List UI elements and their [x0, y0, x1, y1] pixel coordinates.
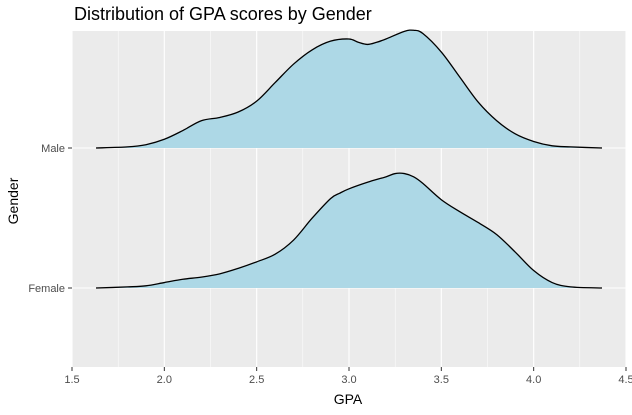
- ridge-line-male: [95, 29, 603, 149]
- plot-area: [71, 29, 627, 367]
- x-tick-label: 2.5: [249, 374, 264, 386]
- y-axis-title: Gender: [5, 177, 21, 224]
- y-axis: Female Male: [28, 143, 72, 295]
- ridge-line-female: [95, 172, 603, 289]
- x-tick-label: 1.5: [64, 374, 79, 386]
- x-tick-label: 2.0: [157, 374, 172, 386]
- y-tick-label-female: Female: [28, 283, 65, 295]
- x-tick-label: 3.0: [341, 374, 356, 386]
- ridge-fill-female: [96, 173, 602, 288]
- ridge-fill-male: [96, 30, 602, 149]
- x-tick-label: 4.0: [526, 374, 541, 386]
- chart-title: Distribution of GPA scores by Gender: [74, 4, 372, 24]
- x-axis: 1.5 2.0 2.5 3.0 3.5 4.0 4.5: [64, 367, 632, 386]
- x-tick-label: 4.5: [618, 374, 632, 386]
- y-tick-label-male: Male: [41, 143, 65, 155]
- x-tick-label: 3.5: [434, 374, 449, 386]
- x-axis-title: GPA: [334, 391, 363, 407]
